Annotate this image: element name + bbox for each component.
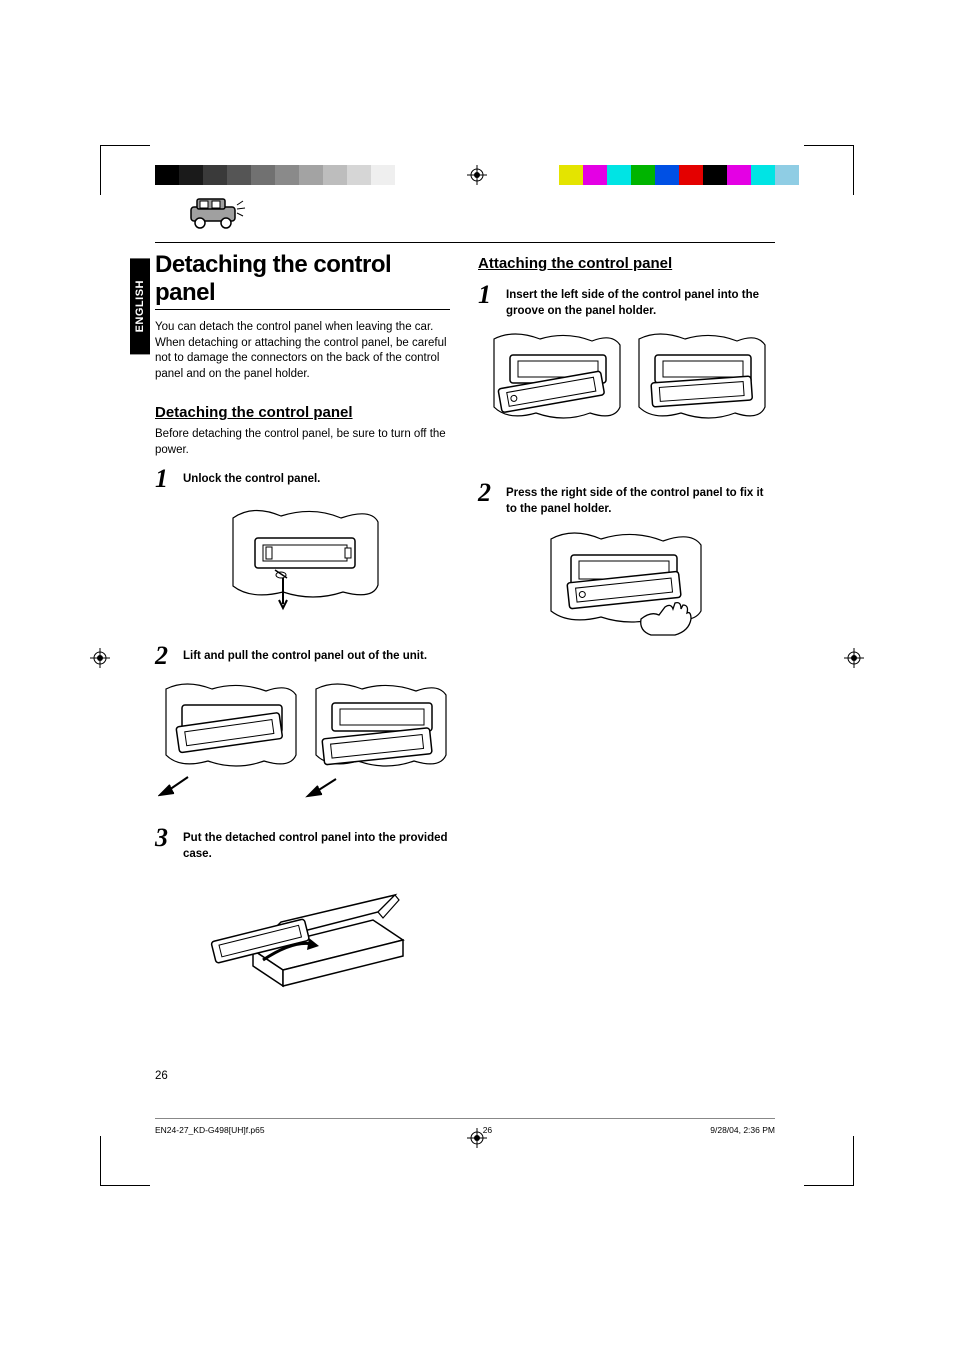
detach-pretext: Before detaching the control panel, be s… — [155, 427, 450, 458]
step-number: 2 — [478, 480, 496, 506]
step-number: 2 — [155, 643, 173, 669]
section-title: Detaching the control panel — [155, 251, 450, 310]
footer-page: 26 — [483, 1125, 492, 1135]
registration-mark-icon — [844, 648, 864, 668]
step-item: 2 Lift and pull the control panel out of… — [155, 643, 450, 669]
step-number: 1 — [478, 282, 496, 308]
crop-mark-bottom-right — [804, 1136, 854, 1186]
step-number: 3 — [155, 825, 173, 851]
step-item: 3 Put the detached control panel into th… — [155, 825, 450, 862]
page-number: 26 — [155, 1070, 168, 1082]
step-item: 1 Unlock the control panel. — [155, 466, 450, 492]
intro-paragraph: You can detach the control panel when le… — [155, 320, 450, 382]
step-item: 2 Press the right side of the control pa… — [478, 480, 773, 517]
horizontal-rule — [155, 242, 775, 243]
insert-left-figure — [478, 327, 773, 462]
step-text: Press the right side of the control pane… — [506, 480, 773, 517]
unlock-panel-figure — [155, 500, 450, 625]
press-right-figure — [478, 525, 773, 660]
footer-filename: EN24-27_KD-G498[UH]f.p65 — [155, 1125, 265, 1135]
language-tab: ENGLISH — [130, 258, 150, 354]
step-text: Unlock the control panel. — [183, 466, 320, 488]
crop-mark-bottom-left — [100, 1136, 150, 1186]
print-footer: EN24-27_KD-G498[UH]f.p65 26 9/28/04, 2:3… — [155, 1118, 775, 1135]
registration-mark-icon — [90, 648, 110, 668]
step-text: Lift and pull the control panel out of t… — [183, 643, 427, 665]
step-number: 1 — [155, 466, 173, 492]
footer-date: 9/28/04, 2:36 PM — [710, 1125, 775, 1135]
crop-mark-top-left — [100, 145, 150, 195]
step-item: 1 Insert the left side of the control pa… — [478, 282, 773, 319]
detach-subheading: Detaching the control panel — [155, 404, 450, 421]
color-swatch — [775, 165, 799, 185]
step-text: Insert the left side of the control pane… — [506, 282, 773, 319]
crop-mark-top-right — [804, 145, 854, 195]
car-icon — [185, 195, 775, 236]
attach-subheading: Attaching the control panel — [478, 255, 773, 272]
step-text: Put the detached control panel into the … — [183, 825, 450, 862]
case-figure — [155, 870, 450, 1005]
lift-pull-figure — [155, 677, 450, 807]
